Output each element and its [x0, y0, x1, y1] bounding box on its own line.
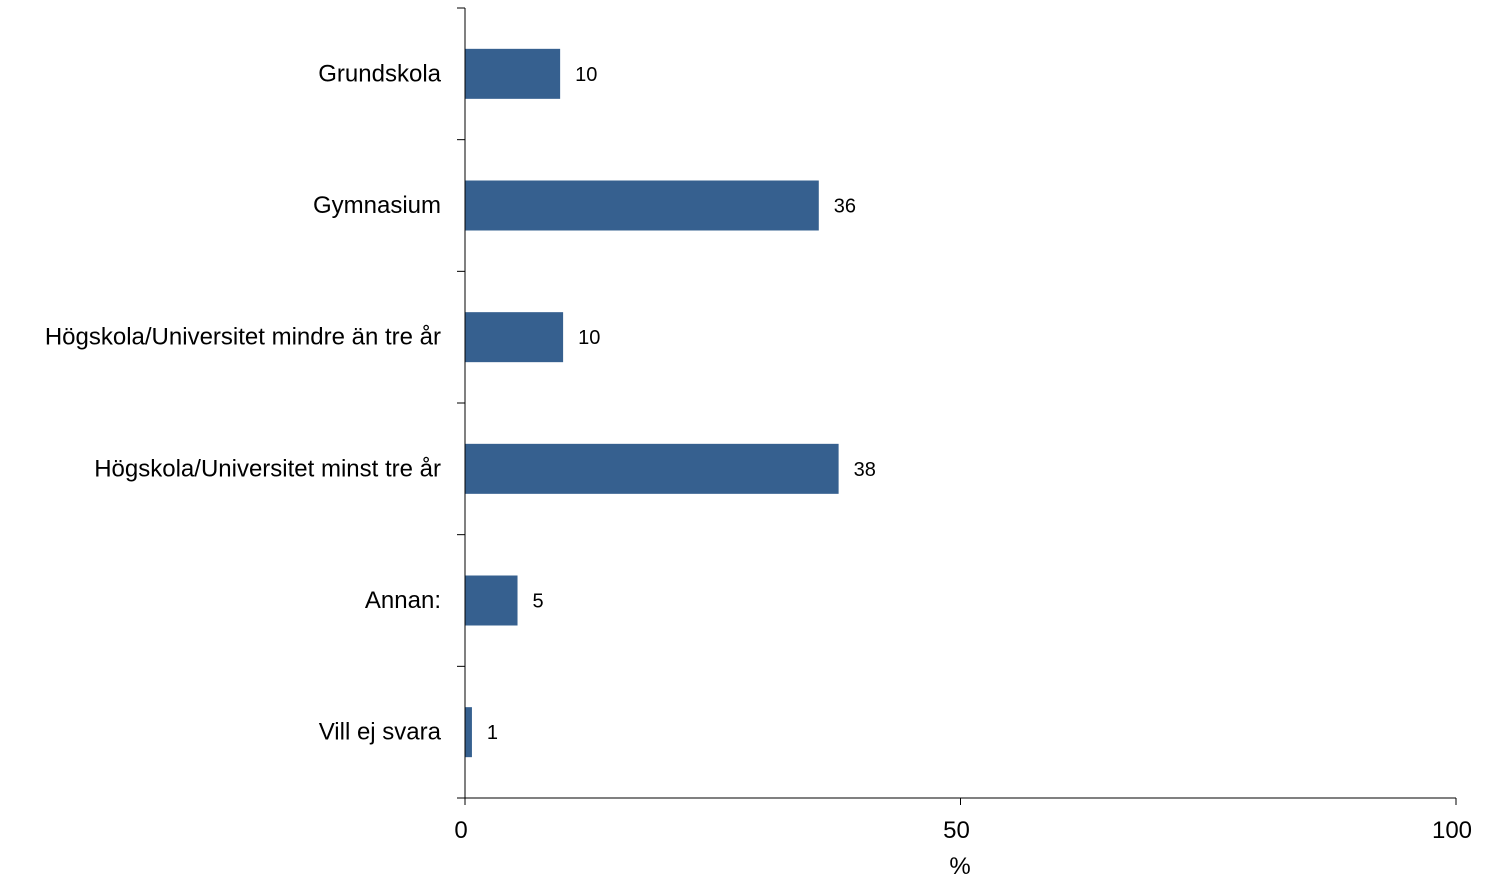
bar	[465, 575, 518, 626]
x-tick-label: 0	[454, 817, 467, 844]
bar	[465, 312, 564, 363]
category-label: Gymnasium	[313, 192, 441, 219]
category-labels-group: Grundskola Gymnasium Högskola/Universitet …	[45, 60, 442, 745]
bar	[465, 48, 561, 99]
data-label: 10	[578, 327, 600, 349]
category-label: Grundskola	[318, 60, 441, 87]
y-axis	[457, 7, 466, 799]
x-tick-label: 100	[1432, 817, 1472, 844]
x-tick-label: 50	[943, 817, 970, 844]
data-labels-group: 10 36 10 38 5 1	[487, 64, 876, 744]
bar	[465, 180, 819, 231]
category-label: Högskola/Universitet mindre än tre år	[45, 324, 441, 351]
data-label: 36	[834, 196, 856, 218]
data-label: 38	[854, 459, 876, 481]
data-label: 5	[533, 591, 544, 613]
data-label: 1	[487, 722, 498, 744]
category-label: Annan:	[365, 587, 441, 614]
bar	[465, 443, 839, 494]
x-axis: 0 50 100	[454, 797, 1472, 844]
bars-group	[465, 48, 839, 758]
x-axis-title: %	[949, 853, 970, 880]
category-label: Vill ej svara	[319, 719, 442, 746]
data-label: 10	[575, 64, 597, 86]
bar	[465, 707, 472, 758]
category-label: Högskola/Universitet minst tre år	[94, 455, 441, 482]
